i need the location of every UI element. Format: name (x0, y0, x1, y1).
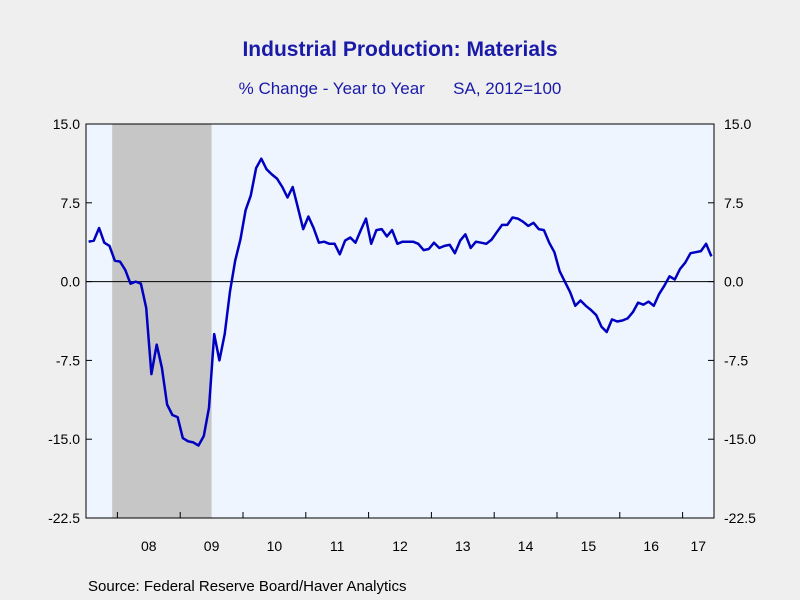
x-tick-label: 16 (643, 538, 659, 554)
y-tick-label-left: 7.5 (61, 195, 81, 211)
recession-band (112, 124, 212, 518)
x-tick-label: 13 (455, 538, 471, 554)
x-tick-label: 12 (392, 538, 408, 554)
y-tick-label-right: 15.0 (724, 116, 751, 132)
y-tick-label-left: -7.5 (56, 352, 80, 368)
y-tick-label-right: -15.0 (724, 431, 756, 447)
x-tick-label: 09 (204, 538, 220, 554)
y-tick-label-left: 0.0 (61, 274, 81, 290)
plot-frame (85, 123, 715, 519)
x-tick-label: 10 (267, 538, 283, 554)
y-tick-label-right: -22.5 (724, 510, 756, 526)
subtitle-measure: % Change - Year to Year (238, 79, 425, 98)
source-note: Source: Federal Reserve Board/Haver Anal… (88, 578, 407, 595)
x-tick-label: 15 (581, 538, 597, 554)
series-line (88, 157, 713, 447)
subtitle-basis: SA, 2012=100 (453, 79, 562, 98)
y-tick-label-right: 7.5 (724, 195, 744, 211)
x-tick-label: 17 (691, 538, 707, 554)
x-tick-label: 14 (518, 538, 534, 554)
chart-subtitle: % Change - Year to Year SA, 2012=100 (0, 79, 800, 99)
y-tick-label-left: 15.0 (53, 116, 80, 132)
y-tick-labels: 15.0 15.0 7.5 7.5 0.0 0.0 -7.5 -7.5 -15.0 -15.0 -2… (48, 116, 756, 526)
y-tick-label-right: -7.5 (724, 352, 748, 368)
x-tick-labels: 08 09 10 11 12 13 14 15 16 17 (141, 538, 706, 554)
x-tick-label: 11 (330, 538, 345, 554)
x-tick-label: 08 (141, 538, 157, 554)
y-tick-label-left: -22.5 (48, 510, 80, 526)
y-tick-label-right: 0.0 (724, 274, 744, 290)
chart-title: Industrial Production: Materials (242, 38, 558, 61)
y-tick-label-left: -15.0 (48, 431, 80, 447)
